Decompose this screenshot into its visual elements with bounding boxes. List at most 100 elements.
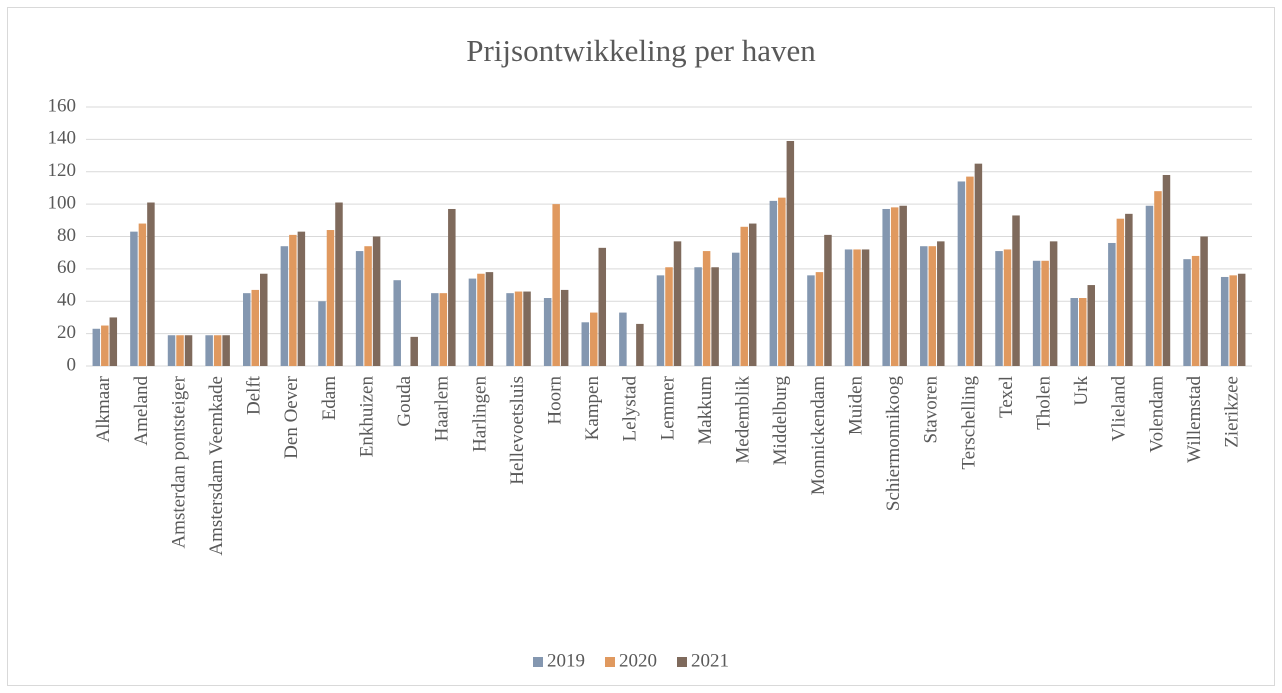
bar: [995, 251, 1003, 366]
bar: [1162, 174, 1171, 366]
chart-title: Prijsontwikkeling per haven: [466, 33, 816, 68]
bar: [740, 226, 748, 366]
x-tick-label: Hoorn: [545, 376, 566, 425]
y-tick-label: 160: [48, 95, 77, 116]
bar: [1191, 255, 1200, 366]
bar: [636, 323, 644, 366]
bar: [251, 289, 260, 366]
x-tick-label: Delft: [244, 375, 265, 415]
x-tick-label: Harlingen: [469, 376, 490, 452]
x-tick-label: Vlieland: [1109, 376, 1130, 442]
bar: [1049, 241, 1058, 366]
bar: [1041, 260, 1049, 366]
bar: [297, 231, 306, 366]
bar: [590, 312, 598, 366]
bar: [974, 163, 983, 366]
bar: [138, 223, 147, 366]
bar: [448, 208, 456, 366]
legend-swatch: [533, 657, 543, 667]
bar: [318, 301, 326, 366]
bar: [477, 273, 485, 366]
x-tick-label: Alkmaar: [93, 375, 114, 442]
x-tick-label: Hellevoetsluis: [507, 376, 528, 485]
bar: [1200, 236, 1208, 366]
bar: [176, 335, 184, 366]
x-tick-label: Amsterdan pontsteiger: [168, 375, 189, 548]
x-tick-label: Makkum: [695, 376, 716, 445]
bar: [335, 202, 343, 366]
y-tick-label: 100: [48, 192, 77, 213]
bar: [815, 272, 824, 366]
bar: [1183, 259, 1191, 366]
bar: [1087, 285, 1095, 366]
bar: [920, 246, 928, 366]
bar: [393, 280, 401, 366]
bar: [1116, 218, 1125, 366]
x-tick-label: Monnickendam: [808, 376, 829, 495]
bar: [928, 246, 937, 366]
legend-label: 2019: [547, 650, 585, 671]
x-tick-label: Urk: [1071, 376, 1092, 406]
bar: [92, 328, 101, 366]
x-tick-label: Schiermonnikoog: [883, 376, 904, 512]
bar: [468, 278, 477, 366]
legend-label: 2021: [691, 650, 729, 671]
bar: [130, 231, 138, 366]
bar: [364, 246, 372, 366]
x-tick-label: Texel: [996, 376, 1017, 418]
bar: [1108, 242, 1116, 366]
bar: [514, 291, 523, 366]
x-tick-label: Amstersdam Veemkade: [206, 376, 227, 556]
x-tick-label: Medemblik: [733, 376, 754, 464]
x-tick-label: Ameland: [131, 376, 152, 446]
x-tick-label: Middelburg: [770, 376, 791, 466]
bar: [673, 241, 682, 366]
bar: [1229, 275, 1237, 366]
bar: [109, 317, 118, 366]
bar: [581, 322, 590, 366]
bar: [506, 293, 514, 366]
x-tick-label: Tholen: [1033, 376, 1054, 430]
bar: [243, 293, 251, 366]
y-tick-label: 140: [48, 128, 77, 149]
y-tick-label: 80: [57, 225, 76, 246]
bar: [1220, 276, 1229, 366]
bar: [280, 246, 289, 366]
bar: [147, 202, 155, 366]
x-tick-label: Willemstad: [1184, 376, 1205, 463]
x-tick-label: Muiden: [845, 376, 866, 436]
bar: [619, 312, 627, 366]
legend-label: 2020: [619, 650, 657, 671]
x-tick-label: Gouda: [394, 375, 415, 426]
bar: [598, 247, 607, 366]
bar: [861, 249, 870, 366]
bar: [260, 273, 268, 366]
bar: [899, 205, 907, 366]
x-tick-label: Volendam: [1146, 376, 1167, 453]
bar: [844, 249, 853, 366]
bar: [326, 230, 335, 366]
bar: [711, 267, 719, 366]
bar: [890, 207, 899, 366]
bar: [1012, 215, 1020, 366]
bar: [439, 293, 448, 366]
bar: [937, 241, 945, 366]
legend-swatch: [605, 657, 615, 667]
bar: [1145, 205, 1154, 366]
x-tick-label: Terschelling: [958, 376, 979, 470]
bar: [1237, 273, 1246, 366]
bar: [523, 291, 531, 366]
bar: [372, 236, 381, 366]
bar: [1003, 249, 1012, 366]
bar: [289, 234, 297, 366]
x-tick-label: Lemmer: [657, 375, 678, 440]
bar: [167, 335, 176, 366]
x-tick-label: Enkhuizen: [356, 376, 377, 458]
bar: [853, 249, 861, 366]
x-tick-label: Edam: [319, 376, 340, 421]
bar: [1032, 260, 1041, 366]
y-tick-label: 120: [48, 160, 77, 181]
bar: [560, 289, 569, 366]
x-tick-label: Den Oever: [281, 375, 302, 458]
bar: [543, 298, 552, 366]
